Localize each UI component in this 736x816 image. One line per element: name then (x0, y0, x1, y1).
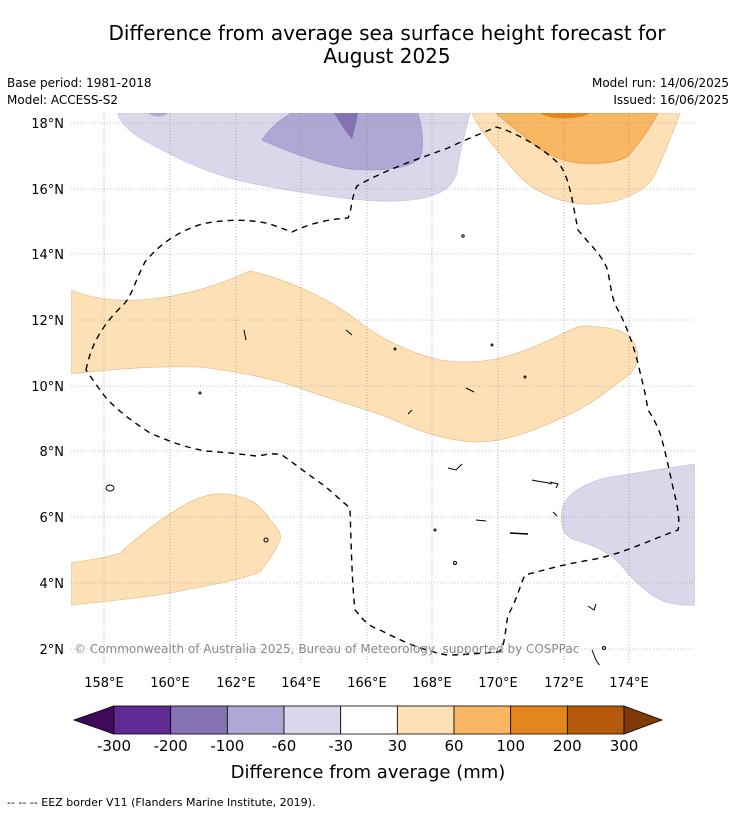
latitude-label: 14°N (31, 248, 64, 263)
latitude-label: 6°N (40, 511, 65, 526)
colorbar-tick-label: 30 (388, 737, 407, 755)
longitude-label: 162°E (216, 676, 256, 691)
colorbar-tick-label: -300 (97, 737, 131, 755)
title-line-2: August 2025 (323, 44, 451, 68)
colorbar-tick-label: -100 (210, 737, 244, 755)
island (433, 528, 437, 532)
island (531, 479, 553, 485)
colorbar-segment (453, 705, 512, 735)
meta-left: Base period: 1981-2018 Model: ACCESS-S2 (7, 75, 152, 109)
island (447, 463, 463, 471)
colorbar: -300 -200 -100 -60 -30 30 60 100 200 300 (72, 705, 664, 755)
colorbar-tick-label: -60 (272, 737, 297, 755)
colorbar-segment (113, 705, 172, 735)
model-name: Model: ACCESS-S2 (7, 93, 119, 107)
contour-neg-100-north-small (148, 113, 168, 117)
island (243, 329, 247, 341)
colorbar-tick-label: -30 (328, 737, 353, 755)
island (393, 347, 397, 351)
base-period: Base period: 1981-2018 (7, 76, 152, 90)
island (475, 519, 487, 522)
island (198, 391, 202, 395)
island (345, 329, 353, 336)
model-run: Model run: 14/06/2025 (591, 76, 729, 90)
island (549, 481, 559, 489)
longitude-label: 166°E (347, 676, 387, 691)
issued-date: Issued: 16/06/2025 (613, 93, 729, 107)
meta-right: Model run: 14/06/2025 Issued: 16/06/2025 (592, 75, 729, 109)
island (509, 532, 529, 535)
island (523, 375, 527, 379)
latitude-label: 2°N (40, 643, 65, 658)
contour-pos-60-northeast (495, 113, 659, 164)
longitude-label: 172°E (544, 676, 584, 691)
colorbar-segment (170, 705, 228, 735)
colorbar-segment (510, 705, 568, 735)
colorbar-segment (283, 705, 342, 735)
island (453, 561, 457, 565)
island (465, 387, 475, 393)
graticule (71, 113, 695, 665)
latitude-label: 4°N (40, 577, 65, 592)
island (263, 537, 269, 543)
map-panel: © Commonwealth of Australia 2025, Bureau… (71, 113, 695, 665)
islands (105, 234, 606, 665)
colorbar-segment (566, 705, 625, 735)
contour-neg-30-southeast (560, 463, 695, 606)
longitude-label: 168°E (412, 676, 452, 691)
colorbar-tick-label: 200 (553, 737, 582, 755)
contour-pos-30-southwest (71, 493, 281, 606)
colorbar-extend-low (72, 705, 115, 735)
contour-pos-30-central-band (71, 270, 639, 443)
island (587, 603, 597, 611)
latitude-label: 8°N (40, 445, 65, 460)
island (602, 646, 606, 650)
copyright-notice: © Commonwealth of Australia 2025, Bureau… (74, 642, 579, 656)
latitude-label: 18°N (31, 117, 64, 132)
island (490, 343, 494, 347)
contour-neg-60-north (261, 113, 424, 171)
eez-footnote: -- -- -- EEZ border V11 (Flanders Marine… (7, 796, 316, 809)
title-line-1: Difference from average sea surface heig… (108, 21, 666, 45)
longitude-label: 170°E (478, 676, 518, 691)
island (105, 484, 115, 492)
longitude-labels: 158°E 160°E 162°E 164°E 166°E 168°E 170°E 172°E… (84, 676, 649, 691)
latitude-label: 16°N (31, 183, 64, 198)
colorbar-segment (340, 705, 398, 735)
longitude-label: 160°E (150, 676, 190, 691)
latitude-labels: 18°N 16°N 14°N 12°N 10°N 8°N 6°N 4°N 2°N (31, 117, 64, 658)
colorbar-tick-label: -200 (154, 737, 188, 755)
island (407, 409, 413, 415)
colorbar-extend-high (623, 705, 664, 735)
latitude-label: 12°N (31, 314, 64, 329)
colorbar-tick-label: 300 (610, 737, 639, 755)
colorbar-segment (226, 705, 285, 735)
island (461, 234, 465, 238)
colorbar-tick-label: 60 (444, 737, 463, 755)
colorbar-tick-label: 100 (496, 737, 525, 755)
longitude-label: 164°E (281, 676, 321, 691)
colorbar-segment (396, 705, 455, 735)
colorbar-label: Difference from average (mm) (231, 762, 506, 783)
contour-neg-100-north (334, 113, 358, 139)
eez-border (85, 126, 680, 656)
island (552, 511, 558, 517)
latitude-label: 10°N (31, 380, 64, 395)
longitude-label: 174°E (609, 676, 649, 691)
longitude-label: 158°E (84, 676, 124, 691)
island (591, 649, 600, 665)
contour-pos-100-northeast (540, 113, 590, 119)
